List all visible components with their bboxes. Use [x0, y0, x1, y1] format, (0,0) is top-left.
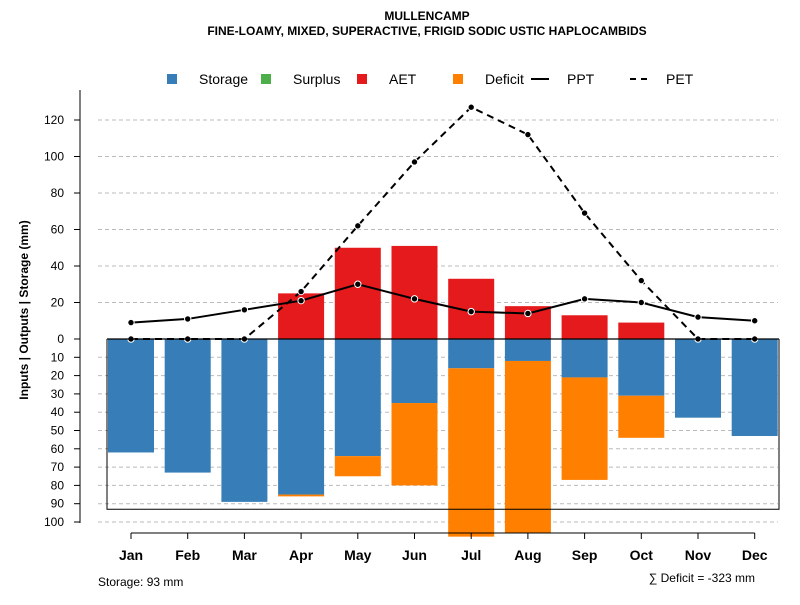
x-tick-label: Jul — [461, 547, 481, 563]
ppt-point — [410, 295, 419, 303]
ppt-point — [694, 313, 702, 321]
x-tick-label: Feb — [175, 547, 200, 563]
deficit-bar — [504, 360, 551, 533]
pet-point — [297, 287, 305, 296]
storage-note: Storage: 93 mm — [98, 575, 183, 589]
legend-label: Deficit — [485, 71, 524, 87]
bars — [108, 245, 778, 537]
storage-bar — [221, 339, 268, 502]
y-axis-label: Inputs | Outputs | Storage (mm) — [17, 220, 31, 399]
storage-bar — [278, 339, 325, 495]
ppt-point — [240, 306, 249, 314]
storage-bar — [164, 339, 211, 473]
legend-label: PPT — [567, 71, 595, 87]
legend-swatch — [167, 74, 177, 84]
ppt-point — [751, 317, 759, 325]
x-tick-label: Oct — [630, 547, 654, 563]
pet-point — [637, 276, 645, 285]
storage-bar — [731, 339, 778, 436]
y-tick-label: 60 — [51, 442, 65, 456]
x-tick-label: May — [344, 547, 371, 563]
y-tick-label: 120 — [44, 113, 64, 127]
x-tick-label: Sep — [572, 547, 598, 563]
deficit-bar — [561, 377, 608, 480]
storage-bar — [448, 339, 495, 369]
series-lines — [127, 103, 759, 343]
y-tick-label: 60 — [51, 223, 65, 237]
ppt-point — [127, 318, 135, 327]
storage-bar — [618, 339, 665, 396]
ppt-point — [354, 280, 362, 288]
pet-point — [410, 158, 419, 166]
storage-bar — [334, 339, 381, 457]
legend-label: PET — [666, 71, 694, 87]
ppt-point — [467, 307, 475, 316]
ppt-point — [637, 298, 645, 307]
chart-title: MULLENCAMP — [384, 9, 469, 23]
legend-label: Surplus — [293, 71, 340, 87]
axes: 0 20 40 60 80 100 120 10 20 30 40 50 60 70 80 90 100 Jan F… — [44, 90, 780, 563]
storage-bar — [504, 339, 551, 361]
storage-bar — [561, 339, 608, 378]
x-tick-label: Nov — [685, 547, 712, 563]
x-tick-label: Apr — [289, 547, 314, 563]
storage-bar — [391, 339, 438, 404]
ppt-point — [524, 309, 532, 318]
y-tick-label: 100 — [44, 515, 64, 529]
x-tick-label: Jan — [119, 547, 143, 563]
y-tick-label: 80 — [51, 186, 65, 200]
aet-bar — [334, 247, 381, 339]
pet-point — [524, 130, 532, 139]
ppt-point — [580, 295, 589, 303]
x-tick-label: Jun — [402, 547, 427, 563]
ppt-point — [184, 315, 192, 323]
y-tick-label: 40 — [51, 259, 65, 273]
y-tick-label: 20 — [51, 369, 65, 383]
deficit-bar — [618, 395, 665, 438]
ppt-line — [130, 283, 755, 324]
aet-bar — [391, 245, 438, 339]
legend-swatch — [453, 74, 463, 84]
deficit-bar — [278, 494, 325, 497]
x-tick-label: Dec — [742, 547, 768, 563]
deficit-note: ∑ Deficit = -323 mm — [649, 571, 755, 585]
legend-label: AET — [389, 71, 417, 87]
storage-capacity-box — [106, 339, 780, 510]
deficit-bar — [448, 368, 495, 537]
y-tick-label: 70 — [51, 460, 65, 474]
legend-swatch — [357, 74, 367, 84]
deficit-bar — [391, 403, 438, 486]
pet-point — [354, 222, 362, 230]
legend-label: Storage — [199, 71, 248, 87]
y-tick-label: 100 — [44, 150, 64, 164]
y-tick-label: 50 — [51, 424, 65, 438]
y-tick-label: 0 — [57, 332, 64, 346]
storage-bar — [108, 339, 154, 453]
aet-bar — [561, 315, 608, 339]
pet-point — [467, 103, 475, 111]
pet-point — [580, 209, 589, 217]
aet-bar — [618, 322, 665, 339]
y-tick-label: 30 — [51, 387, 65, 401]
gridlines — [98, 119, 778, 523]
y-tick-label: 40 — [51, 405, 65, 419]
deficit-bar — [334, 456, 381, 477]
legend: Storage Surplus AET Deficit PPT PET — [167, 71, 694, 87]
ppt-point — [297, 296, 305, 305]
y-tick-label: 90 — [51, 497, 65, 511]
y-tick-label: 80 — [51, 478, 65, 492]
y-tick-label: 20 — [51, 296, 65, 310]
legend-swatch — [261, 74, 271, 84]
x-tick-label: Mar — [232, 547, 257, 563]
pet-line — [131, 106, 755, 340]
chart-subtitle: FINE-LOAMY, MIXED, SUPERACTIVE, FRIGID S… — [207, 24, 646, 38]
x-tick-label: Aug — [514, 547, 541, 563]
storage-bar — [675, 339, 721, 418]
y-tick-label: 10 — [51, 350, 65, 364]
